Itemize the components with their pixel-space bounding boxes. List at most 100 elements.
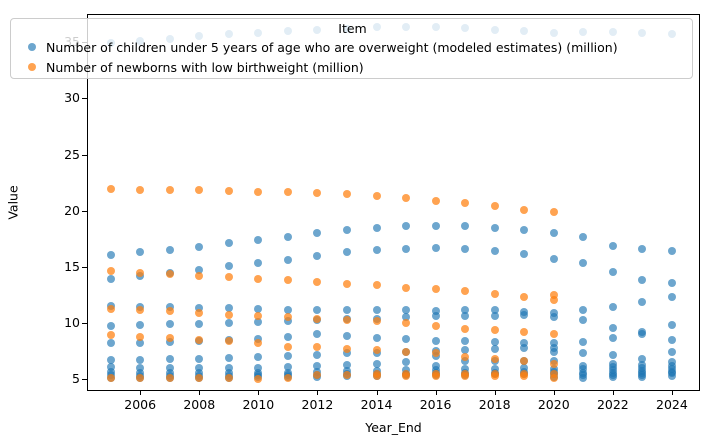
data-point — [549, 291, 558, 299]
data-point — [520, 226, 529, 235]
data-point — [136, 355, 145, 364]
data-point — [461, 371, 470, 380]
data-point — [520, 357, 529, 366]
data-point — [520, 338, 529, 347]
x-tick-mark — [317, 391, 319, 395]
data-point — [165, 246, 174, 255]
data-point — [402, 371, 411, 380]
data-point — [313, 343, 322, 352]
x-tick-label: 2024 — [656, 397, 688, 412]
data-point — [283, 362, 292, 371]
data-point — [520, 311, 529, 320]
data-point — [106, 331, 115, 340]
data-point — [431, 349, 440, 358]
data-point — [106, 339, 115, 348]
data-point — [254, 317, 263, 326]
data-point — [136, 185, 145, 194]
data-point — [136, 269, 145, 278]
data-point — [431, 371, 440, 380]
data-point — [165, 334, 174, 343]
data-point — [136, 374, 145, 383]
data-point — [372, 346, 381, 355]
data-point — [372, 223, 381, 232]
data-point — [667, 348, 676, 357]
data-point — [549, 295, 558, 304]
data-point — [667, 335, 676, 344]
data-point — [165, 355, 174, 364]
data-point — [579, 316, 588, 325]
data-point — [136, 332, 145, 341]
data-point — [608, 334, 617, 343]
x-tick-label: 2016 — [419, 397, 452, 412]
data-point — [461, 325, 470, 334]
data-point — [165, 374, 174, 383]
x-tick-label: 2018 — [478, 397, 511, 412]
data-point — [490, 289, 499, 298]
data-point — [313, 361, 322, 370]
data-point — [490, 325, 499, 334]
data-point — [549, 255, 558, 264]
data-point — [342, 360, 351, 369]
data-point — [402, 306, 411, 315]
data-point — [224, 374, 233, 383]
data-point — [342, 370, 351, 379]
data-point — [372, 333, 381, 342]
data-point — [313, 229, 322, 238]
data-point — [372, 317, 381, 326]
data-point — [608, 373, 617, 382]
data-point — [372, 192, 381, 201]
data-point — [106, 185, 115, 194]
data-point — [342, 248, 351, 257]
data-point — [313, 314, 322, 323]
data-point — [608, 267, 617, 276]
data-point — [520, 328, 529, 337]
data-point — [372, 359, 381, 368]
data-point — [224, 319, 233, 328]
x-tick-mark — [553, 391, 555, 395]
data-point — [195, 319, 204, 328]
x-tick-mark — [612, 391, 614, 395]
data-point — [638, 355, 647, 364]
data-point — [667, 278, 676, 287]
data-point — [254, 274, 263, 283]
data-point — [313, 188, 322, 197]
x-tick-label: 2008 — [183, 397, 216, 412]
data-point — [224, 337, 233, 346]
data-point — [254, 374, 263, 383]
data-point — [195, 186, 204, 195]
data-point — [549, 208, 558, 217]
data-point — [608, 241, 617, 250]
data-point — [342, 279, 351, 288]
legend-item-low-birthweight: Number of newborns with low birthweight … — [21, 57, 684, 77]
x-tick-mark — [258, 391, 260, 395]
data-point — [549, 312, 558, 321]
x-tick-mark — [199, 391, 201, 395]
data-point — [579, 349, 588, 358]
data-point — [461, 198, 470, 207]
x-tick-mark — [435, 391, 437, 395]
data-point — [136, 363, 145, 372]
data-point — [224, 304, 233, 313]
data-point — [224, 187, 233, 196]
y-tick-label: 5 — [72, 371, 80, 387]
data-point — [490, 311, 499, 320]
data-point — [106, 305, 115, 314]
x-tick-mark — [140, 391, 142, 395]
data-point — [461, 357, 470, 366]
data-point — [667, 246, 676, 255]
data-point — [490, 355, 499, 364]
data-point — [638, 373, 647, 382]
y-tick-mark — [82, 154, 87, 156]
data-point — [372, 246, 381, 255]
data-point — [342, 315, 351, 324]
data-point — [224, 310, 233, 319]
data-point — [195, 266, 204, 275]
data-point — [431, 221, 440, 230]
data-point — [638, 297, 647, 306]
data-point — [342, 349, 351, 358]
data-point — [283, 232, 292, 241]
data-point — [402, 283, 411, 292]
low-birthweight-series-marker-icon — [28, 63, 36, 71]
data-point — [313, 330, 322, 339]
